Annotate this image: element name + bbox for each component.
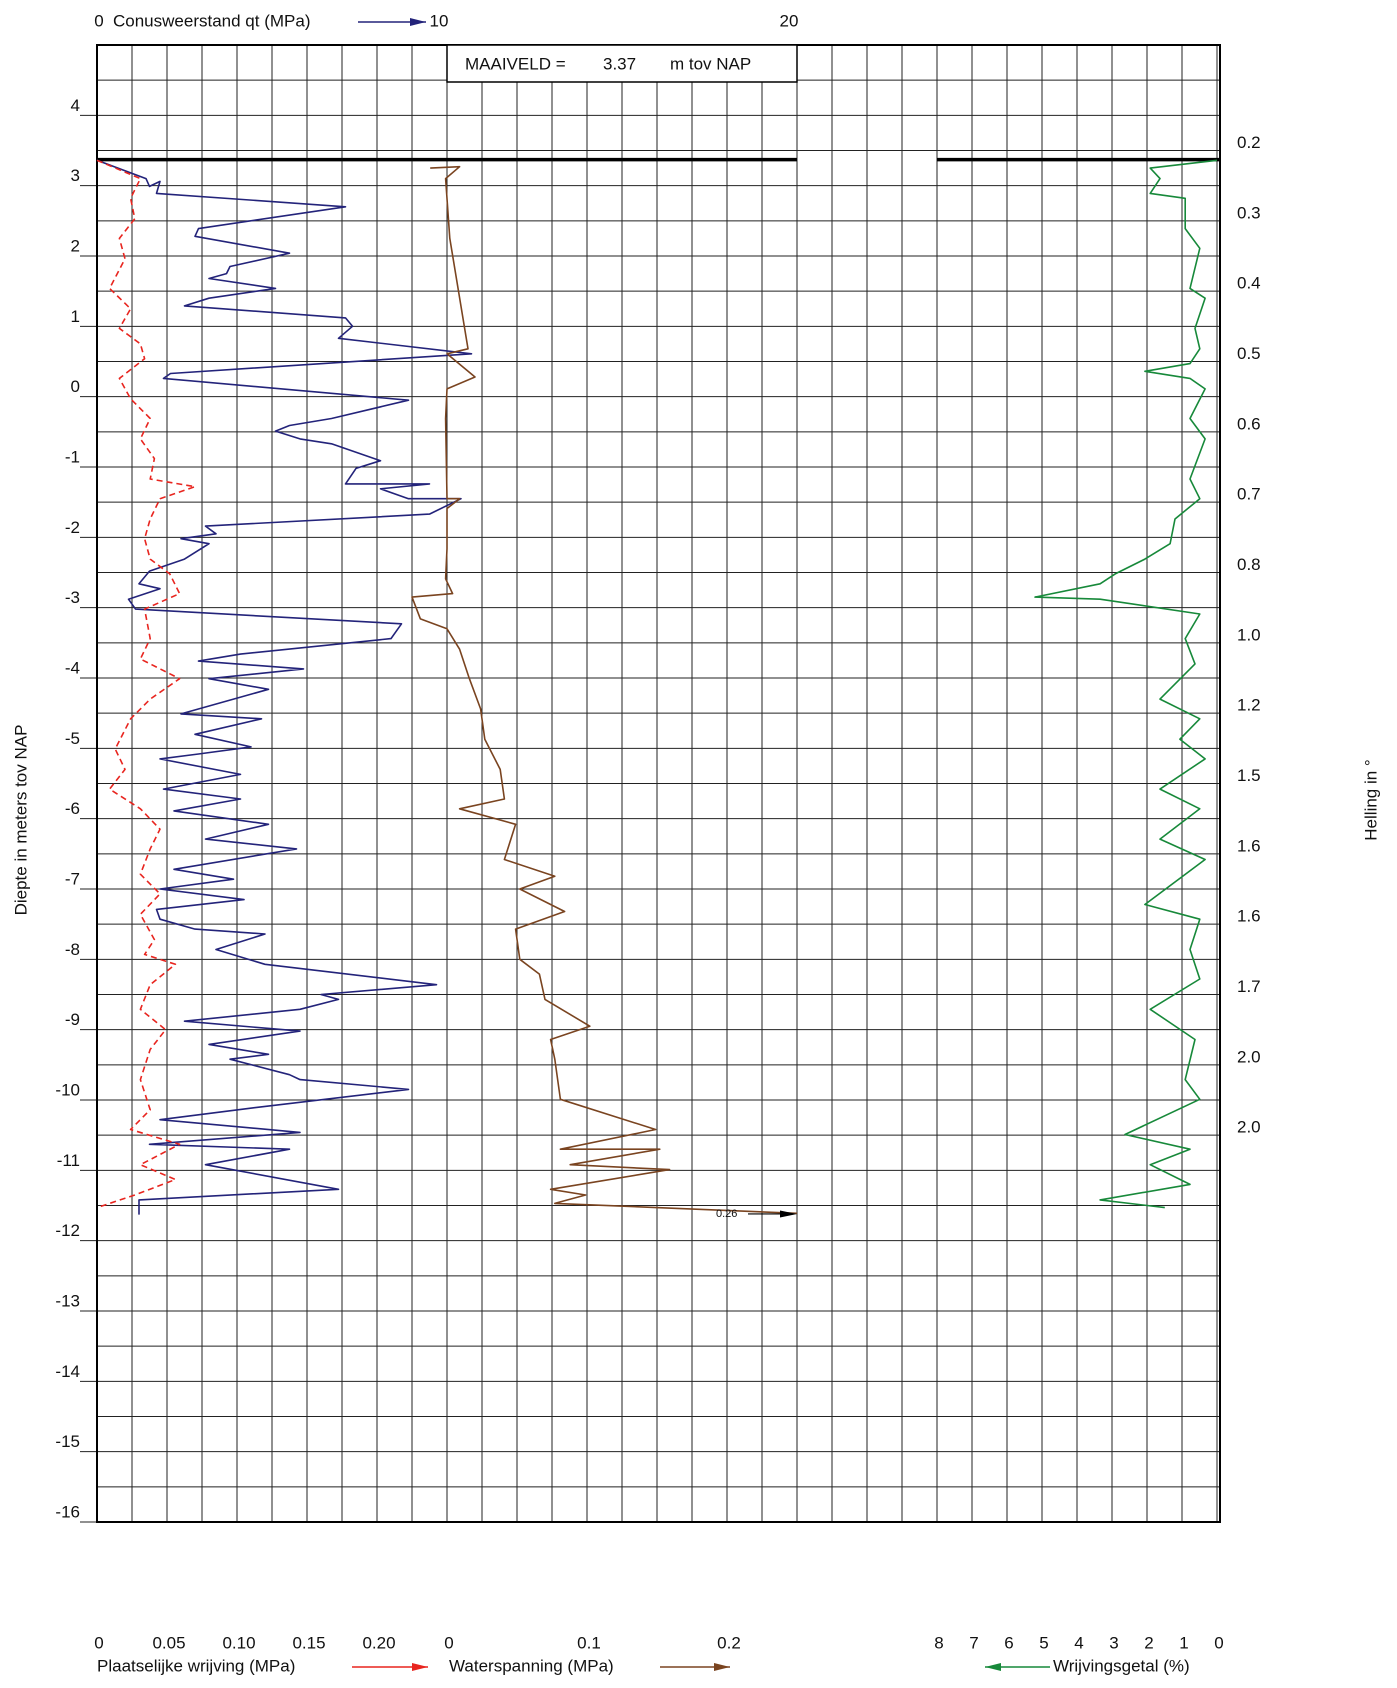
y-tick-label: -9	[65, 1010, 80, 1029]
helling-value: 2.0	[1237, 1118, 1261, 1137]
y-tick-label: -3	[65, 588, 80, 607]
y-tick-label: -10	[55, 1080, 80, 1099]
x-tick-label: 3	[1109, 1633, 1118, 1652]
y-tick-label: -16	[55, 1502, 80, 1521]
x-tick-label: 7	[969, 1633, 978, 1652]
x-tick-label: 0.10	[222, 1633, 255, 1652]
x-tick-label: 0	[94, 1633, 103, 1652]
x-tick-label: 20	[780, 11, 799, 30]
marks	[96, 157, 1220, 1215]
axis-label: Wrijvingsgetal (%)	[1053, 1656, 1190, 1675]
y-tick-label: -7	[65, 869, 80, 888]
x-tick-label: 0.05	[152, 1633, 185, 1652]
y-tick-label: -4	[65, 658, 80, 677]
series-line	[1034, 159, 1218, 1209]
helling-label: Helling in °	[1361, 759, 1380, 840]
legend-arrow-head	[714, 1663, 730, 1671]
helling-value: 0.4	[1237, 274, 1261, 293]
y-tick-label: 1	[71, 307, 80, 326]
helling-value: 2.0	[1237, 1047, 1261, 1066]
legend-arrow-head	[410, 18, 426, 26]
maaiveld-unit: m tov NAP	[670, 54, 751, 73]
helling-value: 0.6	[1237, 414, 1261, 433]
x-tick-label: 0	[444, 1633, 453, 1652]
annotation-arrow-head	[780, 1210, 797, 1218]
x-tick-label: 1	[1179, 1633, 1188, 1652]
x-tick-label: 0	[94, 11, 103, 30]
maaiveld-value: 3.37	[603, 54, 636, 73]
maaiveld-label: MAAIVELD =	[465, 54, 566, 73]
legend-arrow-head	[985, 1663, 1001, 1671]
helling-value: 1.6	[1237, 907, 1261, 926]
maaiveld-box	[446, 44, 798, 83]
y-tick-label: -12	[55, 1221, 80, 1240]
y-tick-label: -8	[65, 940, 80, 959]
y-tick-label: -1	[65, 447, 80, 466]
x-tick-label: 10	[430, 11, 449, 30]
axis-label: Plaatselijke wrijving (MPa)	[97, 1656, 295, 1675]
annotation: 0.26	[716, 1208, 737, 1220]
helling-value: 0.8	[1237, 555, 1261, 574]
x-tick-label: 0	[1214, 1633, 1223, 1652]
helling-value: 1.6	[1237, 836, 1261, 855]
x-tick-label: 5	[1039, 1633, 1048, 1652]
helling-value: 0.2	[1237, 133, 1261, 152]
series-line	[96, 159, 196, 1209]
x-tick-label: 6	[1004, 1633, 1013, 1652]
y-tick-label: -14	[55, 1362, 80, 1381]
helling-value: 1.5	[1237, 766, 1261, 785]
x-tick-label: 0.20	[362, 1633, 395, 1652]
x-tick-label: 2	[1144, 1633, 1153, 1652]
helling-value: 0.7	[1237, 485, 1261, 504]
helling-value: 1.2	[1237, 696, 1261, 715]
x-tick-label: 0.2	[717, 1633, 741, 1652]
y-tick-label: -5	[65, 729, 80, 748]
series-line	[411, 165, 797, 1215]
x-tick-label: 0.1	[577, 1633, 601, 1652]
y-tick-label: -13	[55, 1291, 80, 1310]
y-axis-label: Diepte in meters tov NAP	[11, 725, 30, 916]
series-line	[96, 159, 473, 1215]
legend-arrow-head	[412, 1663, 428, 1671]
helling-value: 1.7	[1237, 977, 1261, 996]
y-tick-label: 2	[71, 236, 80, 255]
helling-value: 0.3	[1237, 203, 1261, 222]
helling-value: 1.0	[1237, 625, 1261, 644]
x-tick-label: 4	[1074, 1633, 1083, 1652]
y-tick-label: 0	[71, 377, 80, 396]
grid	[80, 44, 1221, 1523]
y-tick-label: 3	[71, 166, 80, 185]
y-tick-label: -11	[57, 1151, 80, 1170]
axis-label: Conusweerstand qt (MPa)	[113, 11, 310, 30]
axis-label: Waterspanning (MPa)	[449, 1656, 614, 1675]
x-tick-label: 8	[934, 1633, 943, 1652]
y-tick-label: 4	[71, 96, 80, 115]
helling-value: 0.5	[1237, 344, 1261, 363]
y-tick-label: -15	[55, 1432, 80, 1451]
y-tick-label: -6	[65, 799, 80, 818]
x-tick-label: 0.15	[292, 1633, 325, 1652]
y-tick-label: -2	[65, 518, 80, 537]
